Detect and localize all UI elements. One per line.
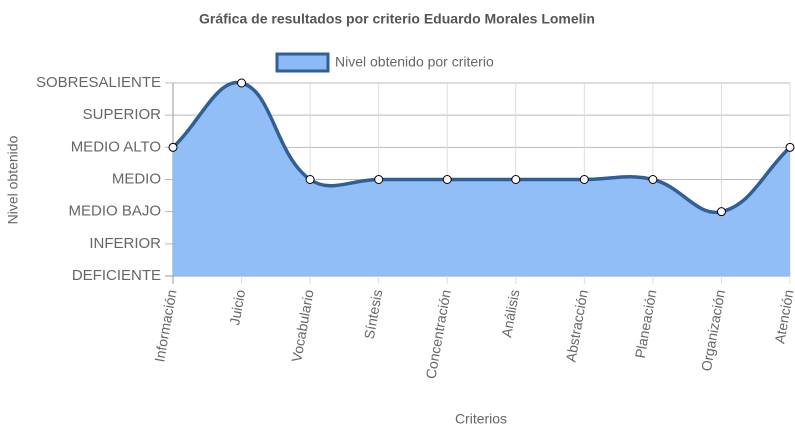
x-tick-label: Organización: [698, 288, 728, 372]
point: [374, 175, 384, 184]
point: [648, 175, 658, 184]
x-tick-label: Análisis: [498, 288, 522, 338]
line: [171, 80, 792, 215]
legend-label: Nivel obtenido por criterio: [335, 54, 494, 70]
x-tick-label: Atención: [771, 288, 795, 344]
y-tick-label: MEDIO: [112, 170, 161, 187]
y-tick-label: DEFICIENTE: [72, 267, 161, 284]
x-tick-label: Planeación: [632, 288, 660, 359]
y-tick-label: SUPERIOR: [83, 106, 162, 123]
point: [716, 207, 726, 217]
y-tick-label: MEDIO ALTO: [71, 138, 161, 155]
legend-swatch: [275, 52, 330, 73]
point: [785, 142, 795, 152]
x-tick-label: Concentración: [422, 288, 453, 380]
area: [173, 82, 790, 277]
y-tick-label: SOBRESALIENTE: [36, 74, 161, 91]
point: [511, 175, 521, 184]
y-tick-label: MEDIO BAJO: [68, 203, 161, 220]
x-axis-title: Criterios: [455, 411, 507, 427]
x-tick-label: Síntesis: [361, 288, 385, 340]
x-tick-label: Juicio: [226, 288, 248, 326]
point: [579, 175, 589, 184]
chart-title: Gráfica de resultados por criterio Eduar…: [199, 11, 595, 27]
y-tick-label: INFERIOR: [89, 235, 161, 252]
point: [305, 175, 315, 184]
x-tick-label: Información: [151, 288, 179, 363]
x-tick-label: Abstracción: [562, 288, 590, 363]
point: [168, 142, 178, 152]
x-tick-label: Vocabulario: [288, 288, 316, 363]
point: [237, 78, 247, 88]
point: [442, 175, 452, 184]
y-axis-title: Nivel obtenido: [5, 135, 21, 224]
